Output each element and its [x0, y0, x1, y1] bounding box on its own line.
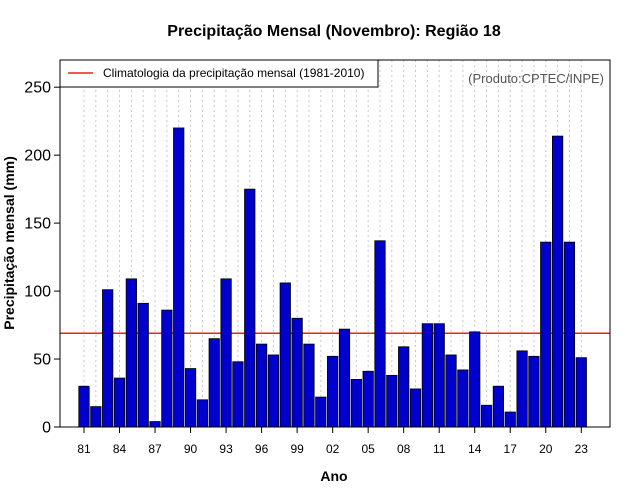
y-tick-label: 100 [24, 284, 51, 301]
bar-2003 [338, 328, 351, 428]
y-axis: 0 50 100 150 200 250 [24, 80, 60, 437]
y-tick-label: 200 [24, 148, 51, 165]
product-credit: (Produto:CPTEC/INPE) [468, 71, 604, 86]
chart-title: Precipitação Mensal (Novembro): Região 1… [167, 23, 501, 40]
bar-2011 [433, 323, 445, 428]
bar-1994 [232, 361, 244, 428]
bar-2020 [540, 241, 552, 428]
x-tick-label: 05 [361, 442, 375, 456]
bar-1981 [78, 385, 90, 428]
bar-1992 [208, 338, 220, 428]
bar-2006 [374, 240, 386, 428]
bar-series [78, 127, 587, 428]
bar-1986 [137, 302, 149, 428]
x-axis-label: Ano [320, 468, 347, 484]
bar-1999 [291, 317, 303, 428]
bar-2021 [552, 135, 564, 428]
x-tick-label: 81 [77, 442, 91, 456]
x-tick-label: 96 [255, 442, 269, 456]
y-tick-label: 250 [24, 80, 51, 97]
bar-2016 [492, 385, 505, 428]
bar-2015 [480, 404, 493, 428]
x-tick-label: 99 [290, 442, 304, 456]
bar-2013 [457, 369, 469, 428]
bar-1989 [173, 127, 185, 428]
bar-2005 [362, 370, 374, 428]
bar-1997 [267, 354, 280, 428]
bar-1988 [161, 309, 173, 428]
bar-2007 [386, 374, 398, 428]
bar-2001 [315, 396, 327, 428]
y-tick-label: 0 [42, 420, 51, 437]
bar-1995 [244, 188, 256, 428]
bar-1998 [279, 282, 291, 428]
bar-1985 [125, 278, 137, 428]
x-axis: 81 84 87 90 93 96 99 02 05 08 11 14 17 20 23 [77, 427, 588, 456]
x-tick-label: 11 [433, 442, 446, 456]
bar-1983 [102, 289, 114, 428]
y-tick-label: 150 [24, 216, 51, 233]
bar-1987 [149, 421, 161, 428]
x-tick-label: 90 [184, 442, 198, 456]
x-tick-label: 84 [113, 442, 127, 456]
bar-1990 [184, 368, 197, 428]
bar-2018 [516, 350, 528, 428]
bar-2022 [563, 241, 576, 428]
bar-2009 [409, 388, 422, 428]
x-tick-label: 17 [504, 442, 518, 456]
bar-1984 [113, 377, 126, 428]
y-tick-label: 50 [33, 352, 51, 369]
bar-2023 [575, 357, 587, 428]
bar-1996 [255, 343, 268, 428]
y-axis-label: Precipitação mensal (mm) [1, 156, 17, 330]
bar-2017 [504, 411, 516, 428]
x-tick-label: 87 [148, 442, 162, 456]
x-tick-label: 02 [326, 442, 340, 456]
x-tick-label: 93 [219, 442, 233, 456]
bar-2014 [469, 331, 481, 428]
bar-2008 [398, 346, 410, 428]
bar-2010 [421, 323, 433, 428]
x-tick-label: 20 [539, 442, 553, 456]
legend: Climatologia da precipitação mensal (198… [59, 59, 379, 88]
bar-1991 [196, 399, 208, 428]
bar-1993 [220, 278, 232, 428]
bar-2019 [528, 355, 540, 428]
x-tick-label: 23 [575, 442, 589, 456]
legend-label: Climatologia da precipitação mensal (198… [103, 66, 364, 80]
bar-2000 [303, 343, 315, 428]
bar-2012 [445, 354, 457, 428]
x-tick-label: 14 [468, 442, 482, 456]
legend-box [59, 59, 379, 88]
bar-2002 [327, 355, 339, 428]
bar-1982 [90, 406, 102, 428]
bar-2004 [350, 379, 362, 428]
x-tick-label: 08 [397, 442, 411, 456]
